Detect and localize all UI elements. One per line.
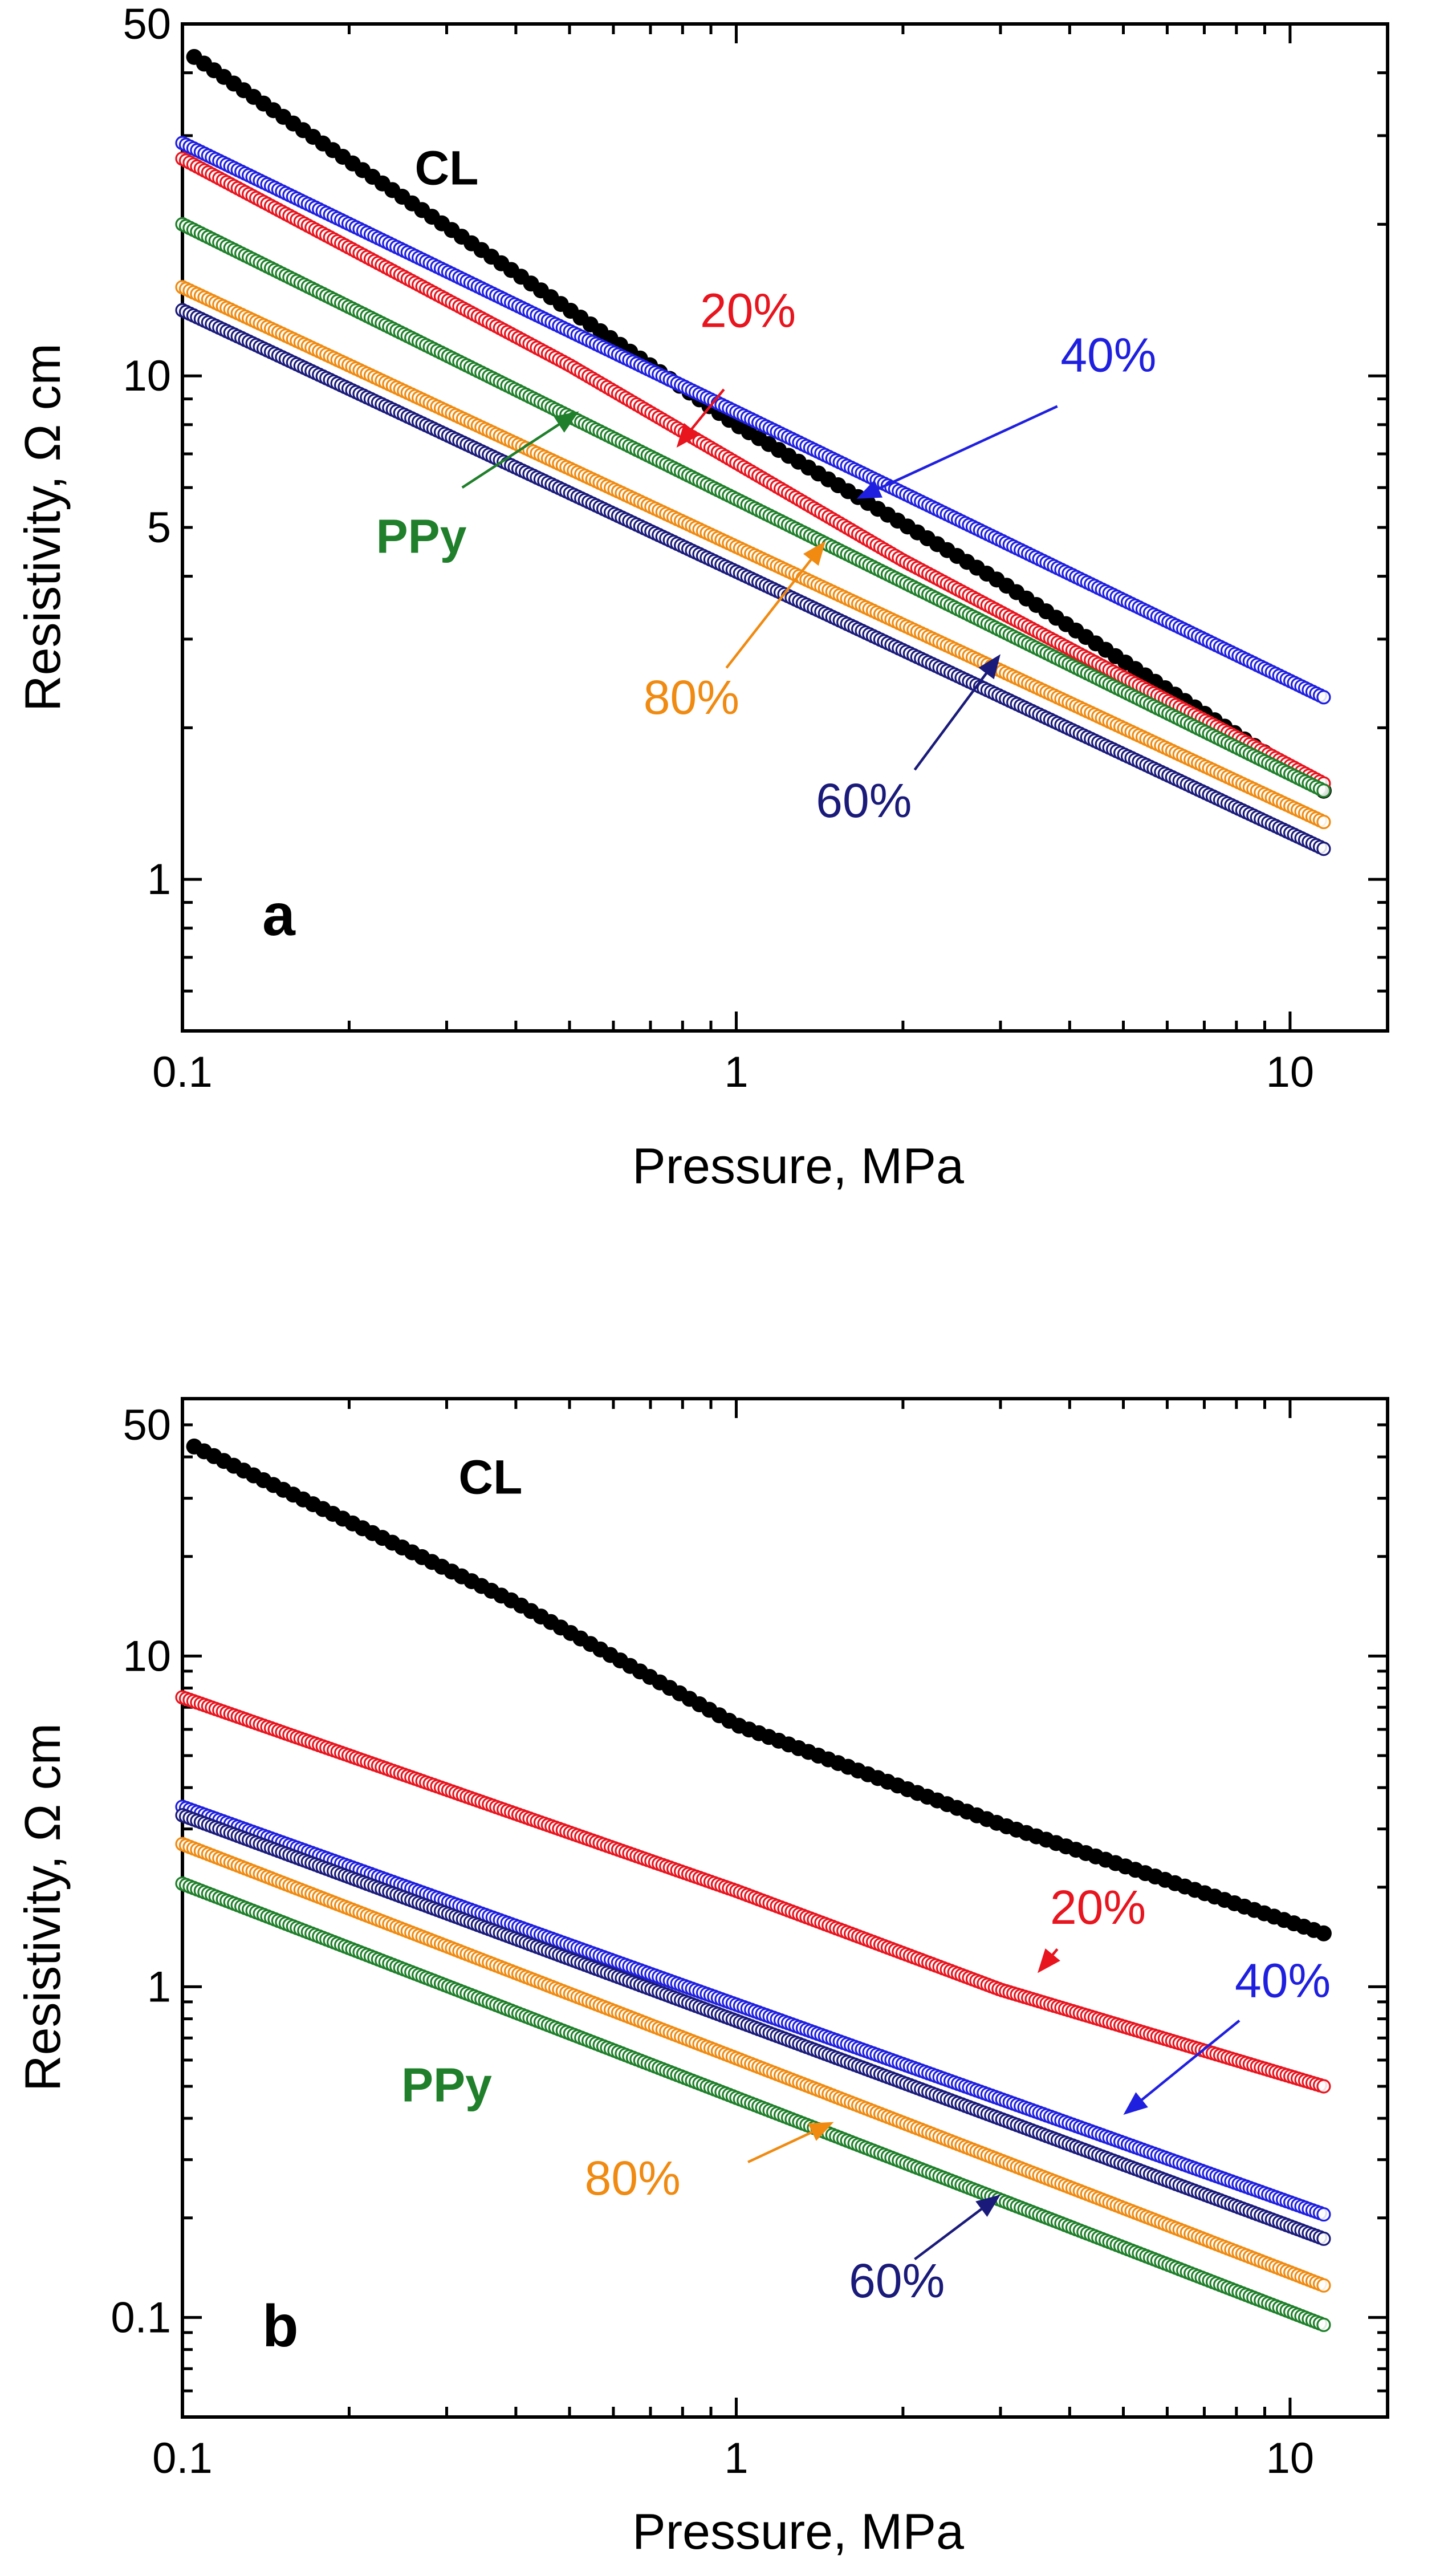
panel-b-ticks: 0.1 1 10 0.1 1 10 50 bbox=[111, 1397, 1388, 2483]
panel-b-x-tick-label: 1 bbox=[724, 2434, 748, 2483]
panel-b-series bbox=[175, 1438, 1332, 2332]
panel-a-y-tick-label: 10 bbox=[123, 352, 171, 400]
panel-b-series-40pct bbox=[175, 1800, 1331, 2222]
panel-b-y-tick-label: 1 bbox=[147, 1963, 171, 2011]
panel-a-series-20pct bbox=[175, 151, 1331, 791]
panel-b-label-80pct: 80% bbox=[585, 2151, 681, 2205]
data-point bbox=[1316, 2278, 1331, 2293]
panel-a-label-PPy: PPy bbox=[376, 510, 467, 563]
panel-b-x-tick-label: 0.1 bbox=[152, 2434, 213, 2483]
panel-b-y-tick-label: 10 bbox=[123, 1632, 171, 1680]
panel-a-y-tick-label: 1 bbox=[147, 855, 171, 904]
panel-b-label-PPy: PPy bbox=[401, 2058, 492, 2112]
panel-b-letter: b bbox=[262, 2293, 299, 2359]
panel-b-label-40pct: 40% bbox=[1235, 1954, 1331, 2008]
panel-a-arrow-40pct bbox=[875, 405, 1058, 492]
data-point bbox=[1315, 1925, 1332, 1941]
panel-a-label-60pct: 60% bbox=[816, 774, 912, 827]
panel-b-label-20pct: 20% bbox=[1050, 1880, 1146, 1934]
panel-b-series-PPy bbox=[175, 1876, 1331, 2332]
panel-a-letter: a bbox=[262, 882, 296, 948]
data-point bbox=[1316, 841, 1331, 856]
data-point bbox=[1316, 783, 1331, 798]
panel-a-xlabel: Pressure, MPa bbox=[632, 1138, 964, 1194]
panel-a-series bbox=[175, 48, 1332, 856]
panel-b-arrowhead-20pct bbox=[1038, 1948, 1060, 1973]
panel-b-annotations: CL 20% 40% 60% 80% PPy bbox=[401, 1450, 1331, 2308]
panel-a-y-tick-label: 5 bbox=[147, 503, 171, 552]
data-point bbox=[1316, 2207, 1331, 2222]
data-point bbox=[1316, 814, 1331, 830]
panel-a: 0.1 1 10 1 5 10 50 CL 20% 40% 60% 80% PPy a Pressur… bbox=[14, 0, 1389, 1194]
panel-b-y-tick-label: 0.1 bbox=[111, 2293, 171, 2342]
panel-b: 0.1 1 10 0.1 1 10 50 CL 20% 40% 60% 80% PPy b Press… bbox=[14, 1397, 1389, 2559]
panel-a-series-80pct bbox=[175, 280, 1331, 830]
panel-a-x-tick-label: 10 bbox=[1266, 1048, 1315, 1096]
data-point bbox=[1316, 2079, 1331, 2094]
panel-a-x-tick-label: 1 bbox=[724, 1048, 748, 1096]
panel-a-series-40pct bbox=[175, 136, 1331, 705]
panel-b-arrow-80pct bbox=[747, 2129, 816, 2163]
panel-a-arrow-60pct bbox=[913, 669, 990, 771]
panel-b-arrow-60pct bbox=[914, 2205, 985, 2261]
panel-b-series-80pct bbox=[175, 1837, 1331, 2293]
panel-a-y-tick-label: 50 bbox=[123, 0, 171, 48]
panel-b-ylabel: Resistivity, Ω cm bbox=[14, 1723, 71, 2091]
panel-b-arrowhead-40pct bbox=[1123, 2092, 1148, 2115]
panel-b-label-CL: CL bbox=[458, 1450, 522, 1504]
data-point bbox=[1316, 2317, 1331, 2332]
data-point bbox=[1316, 2231, 1331, 2246]
panel-b-label-60pct: 60% bbox=[849, 2254, 945, 2308]
panel-a-ticks: 0.1 1 10 1 5 10 50 bbox=[123, 0, 1388, 1096]
panel-a-x-tick-label: 0.1 bbox=[152, 1048, 213, 1096]
panel-b-x-tick-label: 10 bbox=[1266, 2434, 1315, 2483]
panel-b-xlabel: Pressure, MPa bbox=[632, 2503, 964, 2559]
data-point bbox=[1316, 690, 1331, 705]
panel-a-label-20pct: 20% bbox=[700, 284, 796, 338]
panel-a-ylabel: Resistivity, Ω cm bbox=[14, 343, 71, 712]
panel-a-label-40pct: 40% bbox=[1060, 328, 1156, 382]
panel-a-series-60pct bbox=[175, 303, 1331, 856]
panel-a-label-CL: CL bbox=[415, 141, 479, 194]
panel-b-y-tick-label: 50 bbox=[123, 1401, 171, 1449]
panel-a-label-80pct: 80% bbox=[644, 671, 739, 724]
